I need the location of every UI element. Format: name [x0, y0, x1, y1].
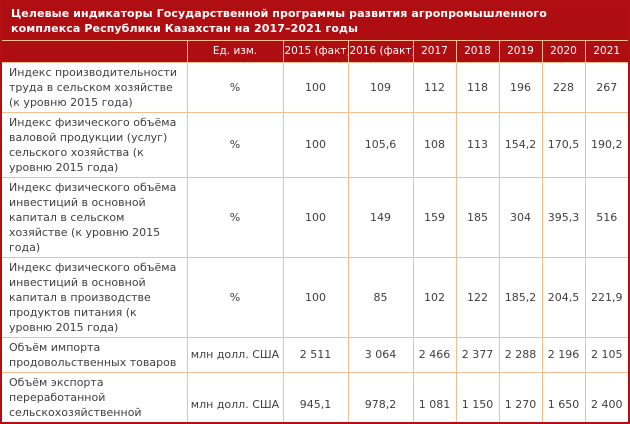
value-cell: 100: [282, 176, 349, 258]
indicator-name-cell: Индекс физического объёма валовой продук…: [2, 111, 188, 178]
column-header: 2017: [412, 41, 457, 63]
value-cell: 228: [541, 61, 586, 113]
table-row: Индекс физического объёма инвестиций в о…: [2, 256, 628, 338]
indicator-name-cell: Индекс производительности труда в сельск…: [2, 61, 188, 113]
value-cell: 2 105: [584, 336, 628, 373]
value-cell: 85: [347, 256, 414, 338]
value-cell: 100: [282, 111, 349, 178]
value-cell: 102: [412, 256, 457, 338]
value-cell: 100: [282, 256, 349, 338]
value-cell: 516: [584, 176, 628, 258]
value-cell: 112: [412, 61, 457, 113]
value-cell: 3 064: [347, 336, 414, 373]
value-cell: 185: [455, 176, 500, 258]
value-cell: 185,2: [498, 256, 543, 338]
value-cell: 1 270: [498, 371, 543, 422]
value-cell: 2 511: [282, 336, 349, 373]
unit-cell: %: [186, 176, 284, 258]
value-cell: 118: [455, 61, 500, 113]
table-row: Индекс производительности труда в сельск…: [2, 61, 628, 113]
value-cell: 2 288: [498, 336, 543, 373]
value-cell: 196: [498, 61, 543, 113]
table-header-row: Ед. изм. 2015 (факт) 2016 (факт) 2017 2018 20…: [2, 41, 628, 63]
value-cell: 1 150: [455, 371, 500, 422]
indicator-name-cell: Объём экспорта переработанной сельскохоз…: [2, 371, 188, 422]
unit-cell: млн долл. США: [186, 371, 284, 422]
value-cell: 170,5: [541, 111, 586, 178]
table-row: Индекс физического объёма валовой продук…: [2, 111, 628, 178]
column-header: [2, 41, 188, 63]
value-cell: 113: [455, 111, 500, 178]
value-cell: 109: [347, 61, 414, 113]
table-row: Объём импорта продовольственных товаров м…: [2, 336, 628, 373]
unit-cell: млн долл. США: [186, 336, 284, 373]
value-cell: 2 466: [412, 336, 457, 373]
value-cell: 945,1: [282, 371, 349, 422]
unit-cell: %: [186, 61, 284, 113]
column-header: 2018: [455, 41, 500, 63]
value-cell: 100: [282, 61, 349, 113]
column-header: 2016 (факт): [347, 41, 414, 63]
value-cell: 190,2: [584, 111, 628, 178]
value-cell: 221,9: [584, 256, 628, 338]
value-cell: 154,2: [498, 111, 543, 178]
value-cell: 2 400: [584, 371, 628, 422]
value-cell: 267: [584, 61, 628, 113]
unit-cell: %: [186, 111, 284, 178]
indicators-table: Ед. изм. 2015 (факт) 2016 (факт) 2017 2018 20…: [2, 41, 628, 422]
value-cell: 149: [347, 176, 414, 258]
value-cell: 1 650: [541, 371, 586, 422]
value-cell: 304: [498, 176, 543, 258]
value-cell: 2 196: [541, 336, 586, 373]
value-cell: 1 081: [412, 371, 457, 422]
value-cell: 108: [412, 111, 457, 178]
indicator-name-cell: Индекс физического объёма инвестиций в о…: [2, 256, 188, 338]
value-cell: 105,6: [347, 111, 414, 178]
column-header: Ед. изм.: [186, 41, 284, 63]
table-body: Индекс производительности труда в сельск…: [2, 61, 628, 422]
table-row: Объём экспорта переработанной сельскохоз…: [2, 371, 628, 422]
unit-cell: %: [186, 256, 284, 338]
column-header: 2021: [584, 41, 628, 63]
column-header: 2015 (факт): [282, 41, 349, 63]
indicator-name-cell: Объём импорта продовольственных товаров: [2, 336, 188, 373]
column-header: 2019: [498, 41, 543, 63]
indicator-name-cell: Индекс физического объёма инвестиций в о…: [2, 176, 188, 258]
table-row: Индекс физического объёма инвестиций в о…: [2, 176, 628, 258]
value-cell: 204,5: [541, 256, 586, 338]
column-header: 2020: [541, 41, 586, 63]
value-cell: 978,2: [347, 371, 414, 422]
page-title: Целевые индикаторы Государственной прогр…: [2, 2, 628, 41]
value-cell: 2 377: [455, 336, 500, 373]
value-cell: 122: [455, 256, 500, 338]
value-cell: 395,3: [541, 176, 586, 258]
value-cell: 159: [412, 176, 457, 258]
